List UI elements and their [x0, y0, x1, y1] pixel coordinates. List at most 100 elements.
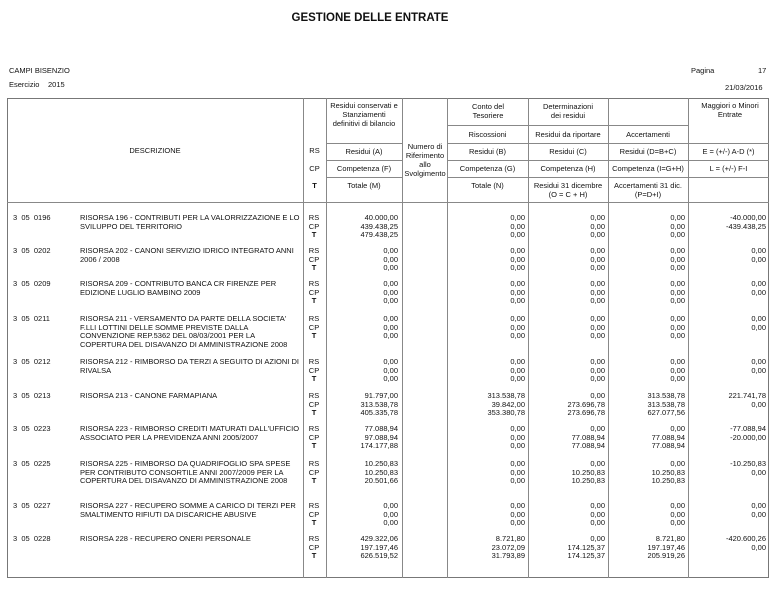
value-rs-d: 0,00	[670, 314, 685, 323]
value-rs-c: 0,00	[590, 534, 605, 543]
divider	[447, 177, 769, 178]
col-a-rs: Residui (A)	[345, 147, 383, 156]
col-t: T	[312, 181, 317, 190]
divider	[447, 125, 688, 126]
value-rs-b: 0,00	[510, 213, 525, 222]
col-d-t: Accertamenti 31 dic. (P=D+I)	[614, 181, 682, 199]
col-maggiori-minori: Maggiori o Minori Entrate	[701, 101, 759, 119]
value-rs-b: 0,00	[510, 279, 525, 288]
value-rs-b: 313.538,78	[487, 391, 525, 400]
divider	[528, 98, 529, 578]
divider	[608, 98, 609, 578]
value-rs-a: 10.250,83	[364, 459, 398, 468]
value-cp-a: 10.250,83	[364, 467, 398, 477]
value-rs-a: 429.322,06	[360, 534, 398, 543]
record-description: RISORSA 225 - RIMBORSO DA QUADRIFOGLIO S…	[80, 459, 291, 486]
row-type-label: CP	[308, 432, 320, 442]
value-t-b: 0,00	[510, 230, 525, 240]
row-type-label: RS	[308, 534, 320, 543]
value-t-d: 0,00	[670, 263, 685, 273]
value-cp-b: 0,00	[510, 509, 525, 519]
value-rs-e: -10.250,83	[730, 459, 766, 468]
value-cp-c: 77.088,94	[571, 432, 605, 442]
col-determinazioni: Determinazioni dei residui	[542, 102, 594, 120]
value-cp-d: 0,00	[670, 365, 685, 375]
record-code: 3 05 0211	[13, 314, 50, 323]
value-cp-a: 197.197,46	[360, 542, 398, 552]
col-conto-tesoriere: Conto del Tesoriere	[471, 102, 505, 120]
col-a-cp: Competenza (F)	[336, 164, 392, 173]
value-rs-e: 0,00	[751, 314, 766, 323]
value-cp-d: 0,00	[670, 509, 685, 519]
col-cp: CP	[309, 164, 320, 173]
value-rs-d: 0,00	[670, 213, 685, 222]
value-cp-a: 0,00	[383, 365, 398, 375]
record-code: 3 05 0227	[13, 501, 51, 510]
value-cp-d: 10.250,83	[651, 467, 685, 477]
value-t-d: 0,00	[670, 331, 685, 341]
value-rs-d: 0,00	[670, 357, 685, 366]
value-t-a: 0,00	[383, 263, 398, 273]
row-type-label: RS	[308, 459, 320, 468]
value-cp-c: 0,00	[590, 254, 605, 264]
report-date: 21/03/2016	[725, 83, 763, 92]
value-t-a: 0,00	[383, 296, 398, 306]
value-t-a: 0,00	[383, 374, 398, 384]
value-rs-e: 0,00	[751, 501, 766, 510]
value-t-d: 77.088,94	[651, 441, 685, 451]
row-type-label: T	[311, 551, 317, 561]
row-type-label: CP	[308, 254, 320, 264]
record-description: RISORSA 196 - CONTRIBUTI PER LA VALORRIZ…	[80, 213, 300, 231]
row-type-label: RS	[308, 391, 320, 400]
ente-name: CAMPI BISENZIO	[9, 66, 70, 75]
value-cp-c: 273.696,78	[567, 399, 605, 409]
value-rs-a: 0,00	[383, 279, 398, 288]
row-type-label: CP	[308, 509, 320, 519]
value-cp-b: 0,00	[510, 467, 525, 477]
value-rs-b: 0,00	[510, 314, 525, 323]
value-t-d: 10.250,83	[651, 476, 685, 486]
row-type-label: RS	[308, 213, 320, 222]
col-riscossioni: Riscossioni	[468, 130, 507, 139]
value-cp-b: 0,00	[510, 365, 525, 375]
value-t-b: 0,00	[510, 374, 525, 384]
value-rs-c: 0,00	[590, 213, 605, 222]
row-type-label: T	[311, 374, 317, 384]
col-c-rs: Residui (C)	[549, 147, 587, 156]
value-t-b: 0,00	[510, 263, 525, 273]
col-c-cp: Competenza (H)	[540, 164, 596, 173]
value-rs-c: 0,00	[590, 424, 605, 433]
value-t-a: 0,00	[383, 518, 398, 528]
col-numero-rif: Numero di Riferimento allo Svolgimento	[404, 142, 446, 178]
record-code: 3 05 0196	[13, 213, 51, 222]
row-type-label: RS	[308, 424, 320, 433]
value-t-c: 0,00	[590, 296, 605, 306]
row-type-label: RS	[308, 501, 320, 510]
value-rs-a: 0,00	[383, 246, 398, 255]
col-b-cp: Competenza (G)	[459, 164, 516, 173]
value-cp-a: 0,00	[383, 322, 398, 332]
value-rs-a: 0,00	[383, 357, 398, 366]
esercizio-value: 2015	[48, 80, 65, 89]
col-a-t: Totale (M)	[347, 181, 381, 190]
pagina-label: Pagina	[691, 66, 715, 75]
value-rs-a: 91.797,00	[364, 391, 398, 400]
value-t-b: 0,00	[510, 518, 525, 528]
row-type-label: T	[311, 476, 317, 486]
value-cp-b: 23.072,09	[491, 542, 525, 552]
row-type-label: CP	[308, 467, 320, 477]
record-description: RISORSA 227 - RECUPERO SOMME A CARICO DI…	[80, 501, 296, 519]
divider	[326, 98, 327, 578]
value-t-b: 353.380,78	[487, 408, 525, 418]
value-cp-d: 0,00	[670, 221, 685, 231]
record-code: 3 05 0225	[13, 459, 51, 468]
value-rs-d: 0,00	[670, 246, 685, 255]
value-t-d: 0,00	[670, 296, 685, 306]
divider	[402, 98, 403, 578]
value-t-c: 0,00	[590, 331, 605, 341]
value-rs-a: 40.000,00	[364, 213, 398, 222]
value-cp-d: 77.088,94	[651, 432, 685, 442]
value-cp-c: 174.125,37	[567, 542, 605, 552]
value-cp-d: 0,00	[670, 254, 685, 264]
divider	[447, 98, 448, 578]
